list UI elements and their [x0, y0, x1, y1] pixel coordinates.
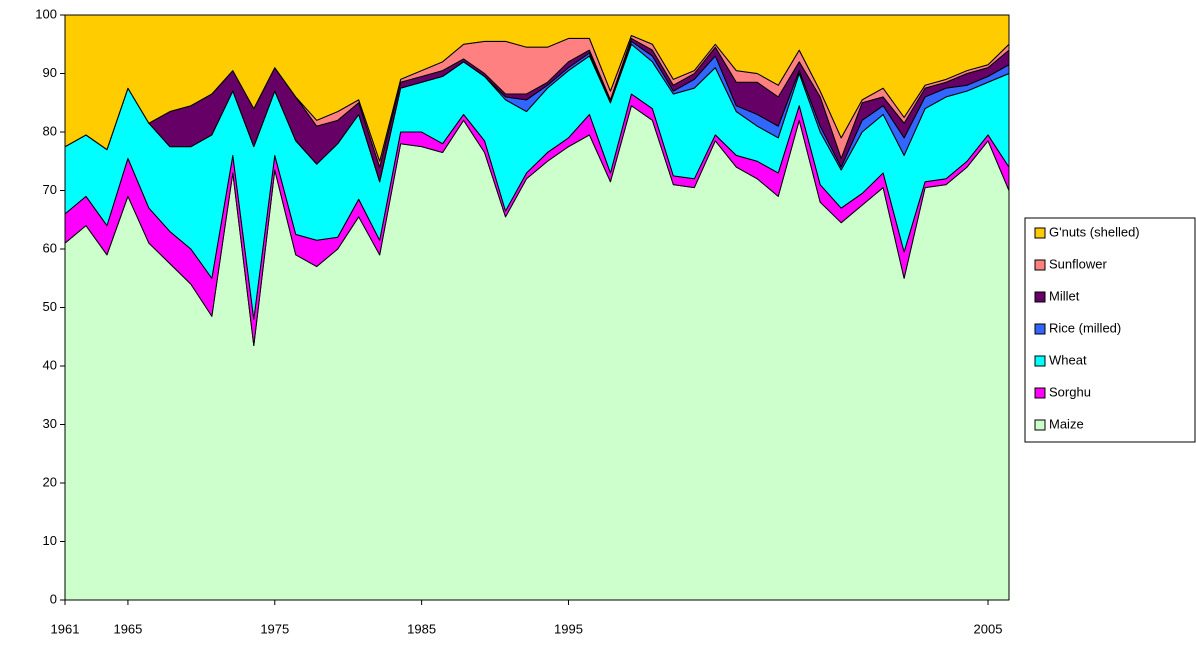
- y-tick-label: 40: [43, 357, 57, 372]
- area: [64, 14, 1010, 162]
- y-tick-label: 20: [43, 474, 57, 489]
- legend-label: Rice (milled): [1049, 320, 1121, 335]
- legend-swatch: [1034, 259, 1046, 271]
- x-tick-label: 1995: [554, 621, 583, 636]
- legend-label: Sorghu: [1049, 384, 1091, 399]
- legend-swatch: [1034, 291, 1046, 303]
- x-tick-label: 1965: [113, 621, 142, 636]
- legend-swatch: [1034, 387, 1046, 399]
- x-tick-label: 2005: [974, 621, 1003, 636]
- x-tick-label: 1975: [260, 621, 289, 636]
- y-tick-label: 60: [43, 240, 57, 255]
- legend-box: [1024, 217, 1196, 443]
- legend-label: Maize: [1049, 416, 1084, 431]
- y-tick-label: 0: [50, 591, 57, 606]
- x-tick-label: 1961: [51, 621, 80, 636]
- y-tick-label: 70: [43, 182, 57, 197]
- legend-swatch: [1034, 419, 1046, 431]
- legend-swatch: [1034, 355, 1046, 367]
- legend-label: G'nuts (shelled): [1049, 224, 1140, 239]
- legend-label: Sunflower: [1049, 256, 1107, 271]
- legend-label: Millet: [1049, 288, 1080, 303]
- legend-swatch: [1034, 227, 1046, 239]
- legend-swatch: [1034, 323, 1046, 335]
- x-tick-label: 1985: [407, 621, 436, 636]
- y-tick-label: 30: [43, 416, 57, 431]
- y-tick-label: 80: [43, 123, 57, 138]
- legend-label: Wheat: [1049, 352, 1087, 367]
- y-tick-label: 100: [35, 6, 57, 21]
- y-tick-label: 50: [43, 299, 57, 314]
- y-tick-label: 10: [43, 533, 57, 548]
- y-tick-label: 90: [43, 65, 57, 80]
